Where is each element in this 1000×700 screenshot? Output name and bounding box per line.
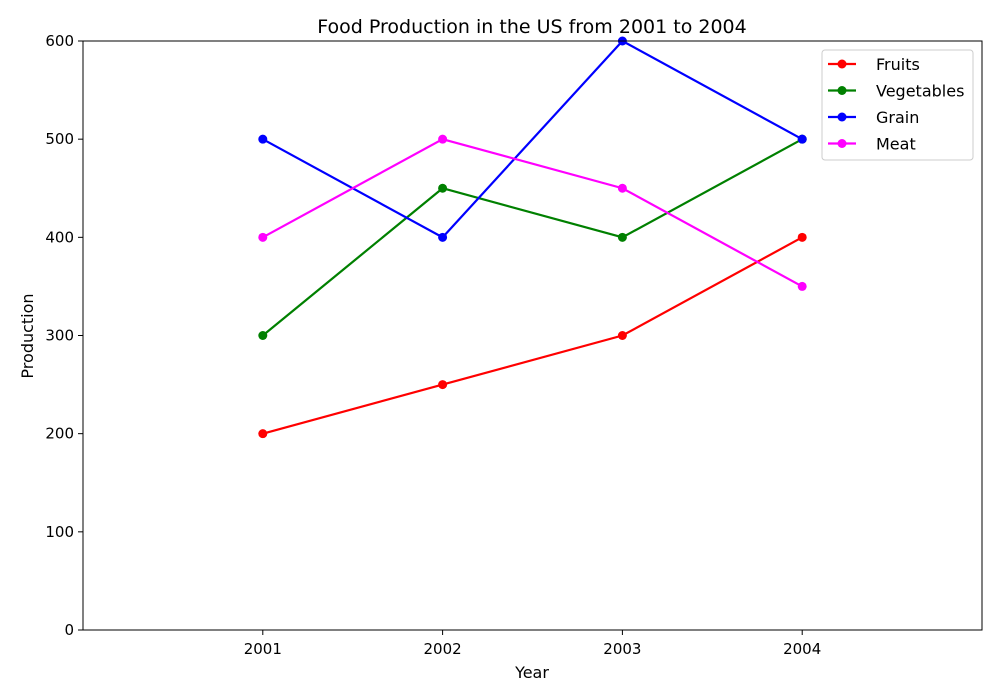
- y-tick-label: 0: [64, 621, 74, 639]
- data-point-grain: [438, 232, 448, 242]
- data-point-vegetables: [258, 331, 268, 340]
- legend-swatch-marker-meat: [837, 139, 847, 148]
- legend-label-meat: Meat: [876, 135, 916, 154]
- legend: Fruits Vegetables Grain Meat: [821, 49, 974, 161]
- y-tick-label: 100: [45, 523, 74, 541]
- data-point-meat: [797, 281, 807, 291]
- legend-label-fruits: Fruits: [876, 55, 920, 74]
- data-point-meat: [617, 183, 627, 193]
- y-tick-label: 600: [45, 32, 74, 50]
- data-point-vegetables: [617, 232, 627, 242]
- legend-swatch-marker-grain: [837, 112, 847, 122]
- data-point-fruits: [797, 232, 807, 242]
- x-tick-label: 2001: [244, 640, 282, 658]
- series-line-fruits: [262, 236, 803, 435]
- y-tick-label: 200: [45, 425, 74, 443]
- x-axis-label: Year: [514, 663, 549, 682]
- x-tick-label: 2003: [603, 640, 641, 658]
- x-tick-label: 2002: [424, 640, 462, 658]
- series-line-grain: [262, 39, 803, 239]
- y-tick-label: 300: [45, 327, 74, 345]
- y-tick-label: 400: [45, 228, 74, 246]
- data-point-fruits: [617, 331, 627, 340]
- data-point-grain: [797, 134, 807, 144]
- y-tick-label: 500: [45, 130, 74, 148]
- series-line-meat: [262, 137, 803, 288]
- x-tick-label: 2004: [783, 640, 821, 658]
- data-point-fruits: [258, 429, 268, 439]
- legend-swatch-marker-fruits: [837, 59, 847, 69]
- legend-label-vegetables: Vegetables: [876, 82, 964, 101]
- legend-box: [821, 49, 974, 161]
- data-point-fruits: [438, 380, 448, 390]
- chart-title: Food Production in the US from 2001 to 2…: [317, 16, 746, 38]
- data-point-meat: [438, 134, 448, 144]
- legend-swatch-marker-vegetables: [837, 86, 847, 95]
- series-line-vegetables: [262, 138, 803, 337]
- y-axis-label: Production: [18, 293, 37, 378]
- data-point-meat: [258, 232, 268, 242]
- data-point-vegetables: [438, 183, 448, 193]
- legend-label-grain: Grain: [876, 108, 919, 127]
- data-point-grain: [258, 134, 268, 144]
